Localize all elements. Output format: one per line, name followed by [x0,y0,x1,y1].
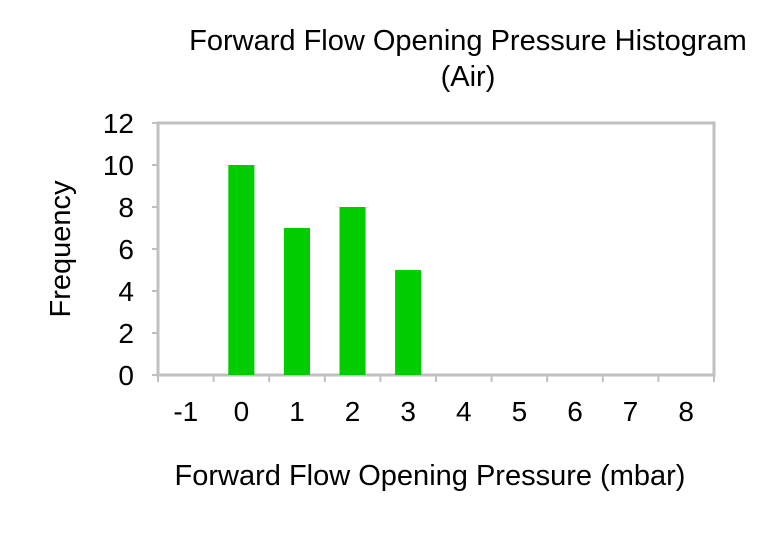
bar-group [228,165,422,375]
x-tick-label: -1 [173,396,198,427]
x-tick-label: 0 [234,396,250,427]
y-tick-label: 0 [118,360,134,391]
x-tick-label: 6 [567,396,583,427]
y-tick-label: 12 [103,108,134,139]
x-tick-label: 4 [456,396,472,427]
chart-subtitle: (Air) [441,61,496,93]
y-axis-title: Frequency [45,180,77,318]
x-tick-label: 7 [623,396,639,427]
y-tick-label: 10 [103,150,134,181]
bar-1 [283,228,310,375]
x-tick-label: 5 [512,396,528,427]
x-axis-title: Forward Flow Opening Pressure (mbar) [175,460,686,492]
bar-2 [339,207,366,375]
y-tick-label: 2 [118,318,134,349]
x-tick-label: 1 [289,396,305,427]
chart-title: Forward Flow Opening Pressure Histogram [189,25,747,57]
x-tick-label: 8 [678,396,694,427]
y-tick-label: 6 [118,234,134,265]
y-tick-label: 4 [118,276,134,307]
bar-3 [395,270,422,375]
x-tick-label: 2 [345,396,361,427]
y-tick-label: 8 [118,192,134,223]
x-tick-label: 3 [400,396,416,427]
bar-0 [228,165,255,375]
